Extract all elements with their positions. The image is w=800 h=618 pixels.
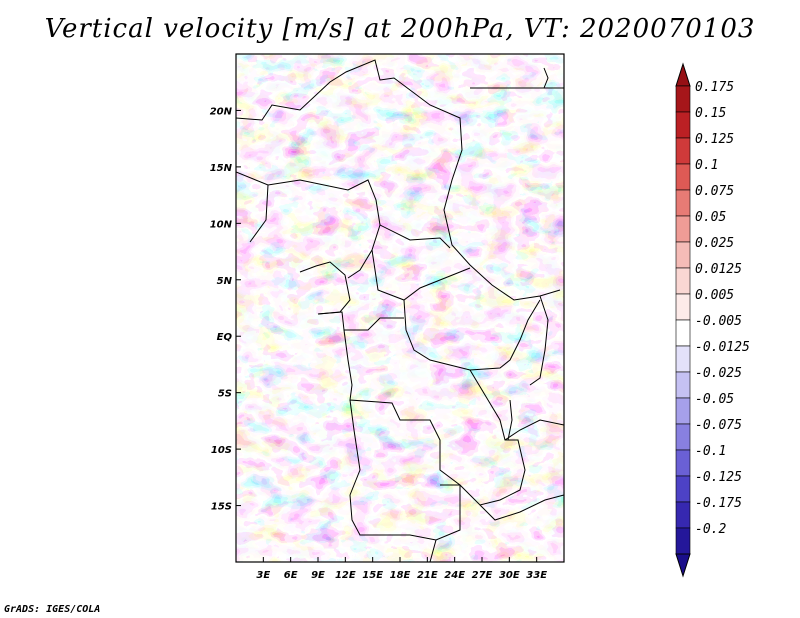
colorbar-level-label: -0.005 [695, 314, 742, 329]
colorbar-swatch [675, 501, 691, 529]
colorbar-swatch [675, 215, 691, 243]
velocity-field [236, 54, 564, 562]
colorbar-level-label: 0.075 [695, 184, 734, 199]
lon-tick-label: 9E [311, 570, 325, 581]
colorbar-bottom-arrow [675, 553, 691, 578]
lon-tick-label: 24E [444, 570, 465, 581]
grads-credit: GrADS: IGES/COLA [4, 604, 101, 615]
lat-tick-label: 5N [217, 276, 233, 287]
colorbar-level-label: -0.1 [695, 444, 726, 459]
lat-tick-label: 10N [210, 219, 233, 230]
country-borders [236, 59, 564, 562]
colorbar-level-label: 0.05 [695, 210, 726, 225]
lon-tick-label: 12E [335, 570, 356, 581]
colorbar-level-label: -0.025 [695, 366, 742, 381]
colorbar-level-label: 0.125 [695, 132, 734, 147]
lat-tick-label: EQ [217, 332, 233, 343]
colorbar-swatch [675, 423, 691, 451]
colorbar-level-label: -0.2 [695, 522, 726, 537]
lon-tick-label: 21E [417, 570, 438, 581]
colorbar-level-label: 0.175 [695, 80, 734, 95]
colorbar-level-label: -0.125 [695, 470, 742, 485]
colorbar-swatch [675, 319, 691, 347]
colorbar-level-label: 0.0125 [695, 262, 742, 277]
colorbar-boxes [675, 62, 691, 578]
map-title: Vertical velocity [m/s] at 200hPa, VT: 2… [44, 14, 756, 44]
colorbar-swatch [675, 345, 691, 373]
lon-tick-label: 3E [256, 570, 270, 581]
colorbar-swatch [675, 267, 691, 295]
longitude-axis: 3E 6E 9E 12E 15E 18E 21E 24E 27E 30E 33E [256, 557, 547, 581]
colorbar-level-label: -0.075 [695, 418, 742, 433]
colorbar-level-label: 0.025 [695, 236, 734, 251]
colorbar-level-label: 0.15 [695, 106, 726, 121]
colorbar-swatch [675, 475, 691, 503]
colorbar-swatch [675, 241, 691, 269]
colorbar-top-arrow [675, 62, 691, 87]
lon-tick-label: 33E [526, 570, 547, 581]
latitude-axis: 20N 15N 10N 5N EQ 5S 10S 15S [210, 106, 241, 513]
lat-tick-label: 20N [210, 106, 233, 117]
colorbar-level-label: -0.175 [695, 496, 742, 511]
lon-tick-label: 30E [499, 570, 520, 581]
colorbar-swatch [675, 111, 691, 139]
colorbar-swatch [675, 449, 691, 477]
colorbar-level-label: -0.05 [695, 392, 734, 407]
colorbar-labels: 0.175 0.15 0.125 0.1 0.075 0.05 0.025 0.0125 0.0… [695, 80, 750, 537]
colorbar-swatch [675, 85, 691, 113]
lon-tick-label: 6E [284, 570, 298, 581]
lon-tick-label: 27E [472, 570, 493, 581]
lon-tick-label: 18E [390, 570, 411, 581]
colorbar-swatch [675, 189, 691, 217]
lat-tick-label: 10S [211, 445, 232, 456]
colorbar-swatch [675, 293, 691, 321]
colorbar-level-label: -0.0125 [695, 340, 750, 355]
colorbar-level-label: 0.1 [695, 158, 718, 173]
lat-tick-label: 15S [211, 502, 232, 513]
colorbar-swatch [675, 397, 691, 425]
colorbar-level-label: 0.005 [695, 288, 734, 303]
lat-tick-label: 15N [210, 163, 233, 174]
colorbar-swatch [675, 527, 691, 555]
lat-tick-label: 5S [218, 389, 232, 400]
colorbar-swatch [675, 371, 691, 399]
colorbar-swatch [675, 163, 691, 191]
lon-tick-label: 15E [362, 570, 383, 581]
colorbar-swatch [675, 137, 691, 165]
